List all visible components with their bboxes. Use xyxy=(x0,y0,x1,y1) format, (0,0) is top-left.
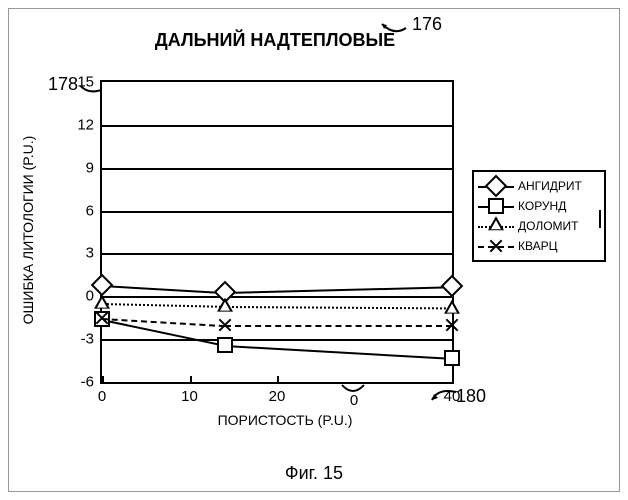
figure-root: ДАЛЬНИЙ НАДТЕПЛОВЫЕ 176 178 ОШИБКА ЛИТОЛ… xyxy=(0,0,628,500)
callout-176: 176 xyxy=(412,14,442,35)
plot-area: -6-3036912150102040 xyxy=(100,80,454,384)
y-tick-label: 6 xyxy=(86,202,102,219)
series-dolomite-marker xyxy=(94,295,110,309)
legend-label: АНГИДРИТ xyxy=(518,179,582,193)
callout-176-arrow xyxy=(380,22,408,36)
series-dolomite-segment xyxy=(102,303,225,308)
legend-label: КОРУНД xyxy=(518,199,566,213)
y-axis-label: ОШИБКА ЛИТОЛОГИИ (P.U.) xyxy=(20,136,36,325)
callout-180-arrow xyxy=(430,388,458,402)
x-axis-label: ПОРИСТОСТЬ (P.U.) xyxy=(200,412,370,428)
legend: АНГИДРИТ КОРУНД ДОЛОМИТ КВАРЦ xyxy=(472,170,606,262)
series-dolomite-segment xyxy=(224,306,452,309)
x-tick-label: 20 xyxy=(269,382,286,405)
series-corundum-marker xyxy=(444,350,460,366)
y-tick-label: 12 xyxy=(77,116,102,133)
legend-item-dolomite: ДОЛОМИТ xyxy=(478,216,600,236)
y-tick-label: -3 xyxy=(81,331,102,348)
x-tick-label: 10 xyxy=(181,382,198,405)
grid-line xyxy=(102,296,452,298)
series-dolomite-marker xyxy=(444,299,460,313)
series-quartz-marker xyxy=(445,318,459,332)
y-tick-label: 15 xyxy=(77,74,102,91)
grid-line xyxy=(102,168,452,170)
legend-swatch-dolomite xyxy=(478,217,514,235)
legend-swatch-quartz xyxy=(478,237,514,255)
legend-label: КВАРЦ xyxy=(518,239,557,253)
series-quartz-marker xyxy=(218,318,232,332)
series-quartz-segment xyxy=(225,325,453,327)
series-quartz-marker xyxy=(95,311,109,325)
series-corundum-segment xyxy=(224,345,452,360)
legend-label: ДОЛОМИТ xyxy=(518,219,579,233)
grid-line xyxy=(102,253,452,255)
callout-180: 180 xyxy=(456,386,486,407)
series-corundum-marker xyxy=(217,337,233,353)
y-tick-label: 3 xyxy=(86,245,102,262)
x-tick-label: 0 xyxy=(98,382,106,405)
legend-swatch-anhydrite xyxy=(478,177,514,195)
legend-item-quartz: КВАРЦ xyxy=(478,236,600,256)
legend-item-corundum: КОРУНД xyxy=(478,196,600,216)
series-dolomite-marker xyxy=(217,298,233,312)
series-anhydrite-segment xyxy=(102,285,225,294)
series-anhydrite-segment xyxy=(224,286,452,294)
grid-line xyxy=(102,339,452,341)
grid-line xyxy=(102,125,452,127)
legend-swatch-corundum xyxy=(478,197,514,215)
figure-caption: Фиг. 15 xyxy=(0,463,628,484)
legend-item-anhydrite: АНГИДРИТ xyxy=(478,176,600,196)
axis-zero-label: 0 xyxy=(350,392,358,409)
y-tick-label: 9 xyxy=(86,159,102,176)
grid-line xyxy=(102,211,452,213)
callout-178: 178 xyxy=(48,74,78,95)
legend-side-bar xyxy=(599,210,601,228)
